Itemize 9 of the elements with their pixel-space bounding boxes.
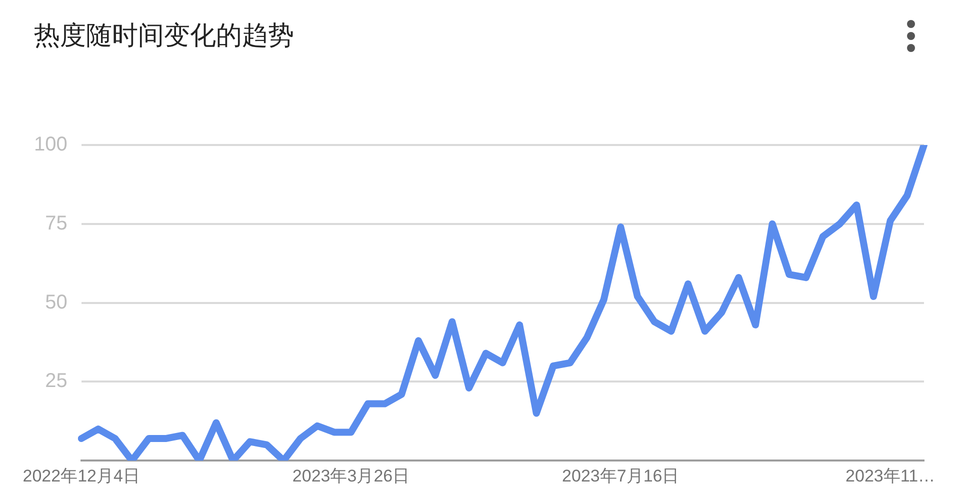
y-tick-label: 50 [45, 291, 68, 314]
y-tick-label: 100 [34, 134, 68, 156]
chart-title: 热度随时间变化的趋势 [34, 20, 294, 53]
y-tick-label: 75 [45, 212, 68, 234]
y-tick-label: 25 [45, 370, 68, 392]
x-tick-label: 2023年7月16日 [562, 466, 680, 486]
x-tick-label: 2023年11… [846, 466, 936, 486]
x-tick-label: 2022年12月4日 [22, 466, 140, 486]
x-tick-label: 2023年3月26日 [292, 466, 410, 486]
